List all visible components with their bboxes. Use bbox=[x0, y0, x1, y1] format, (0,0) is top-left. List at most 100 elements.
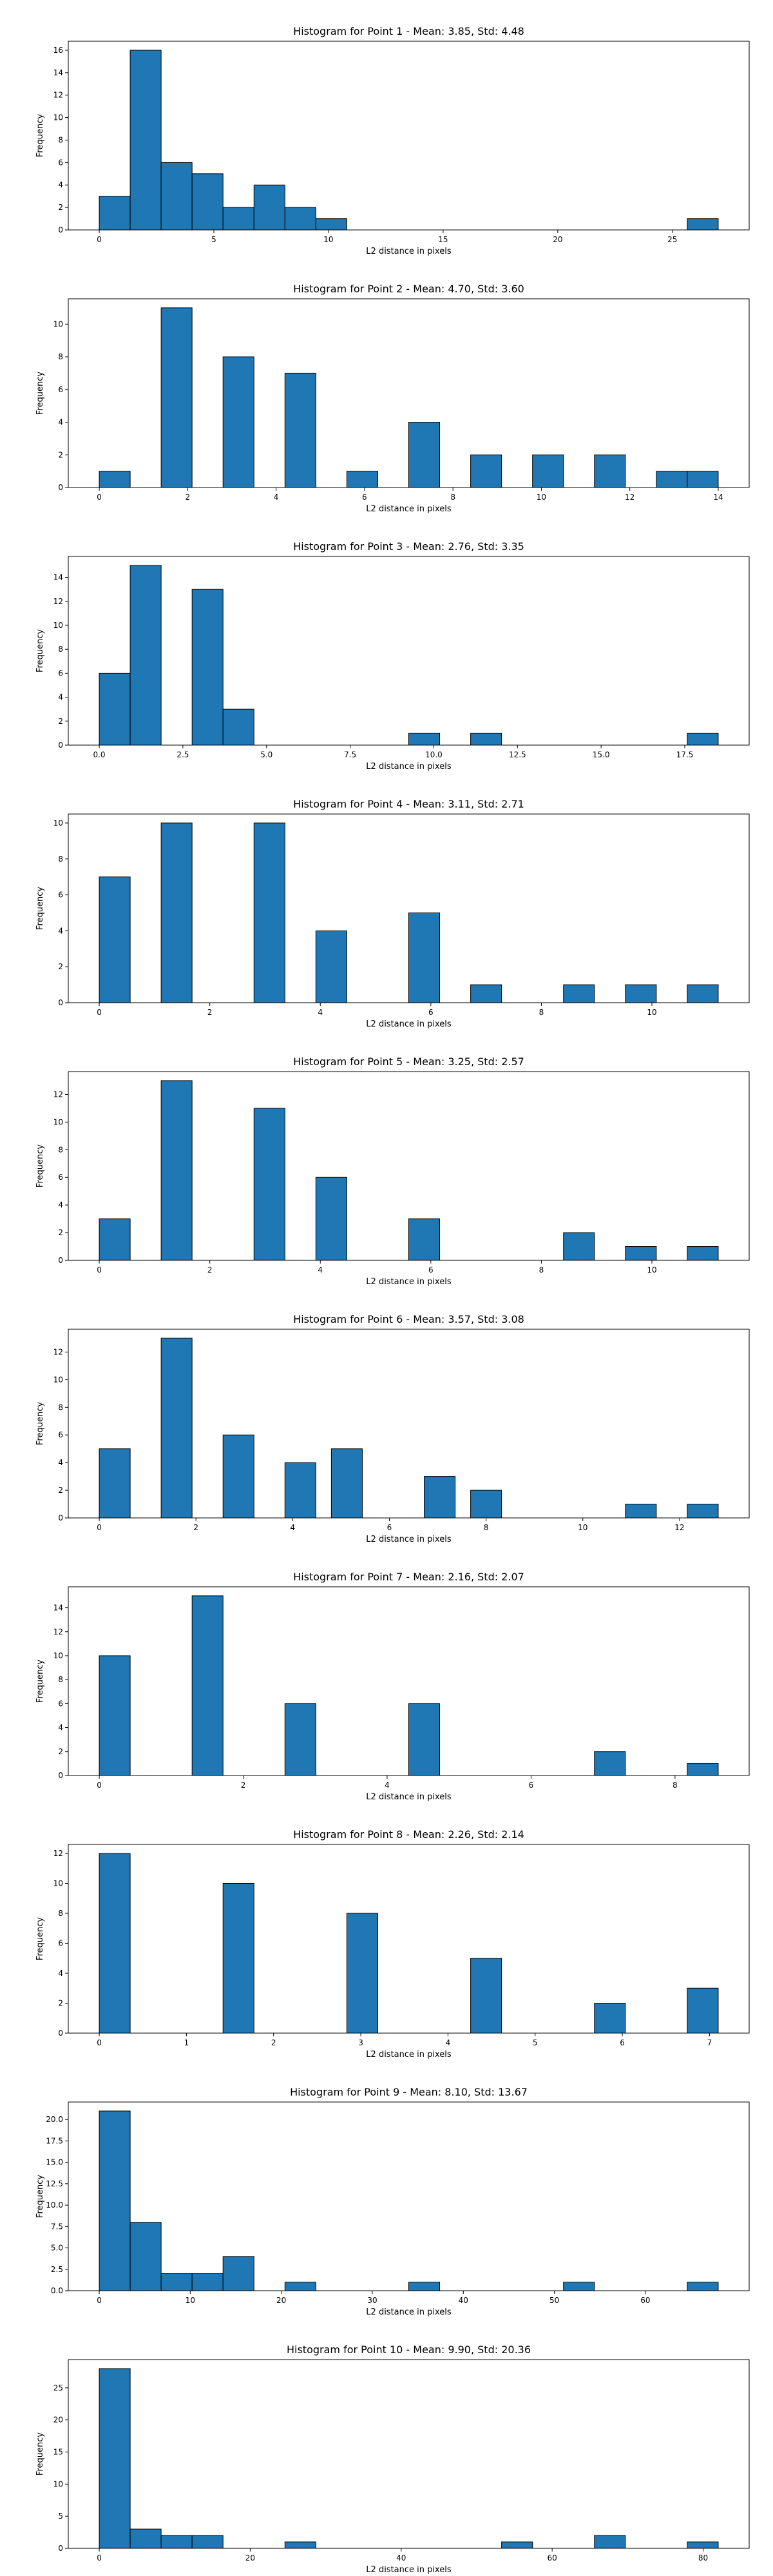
x-tick-label: 4 bbox=[274, 493, 279, 502]
histogram-bar bbox=[160, 822, 193, 1003]
y-axis-label: Frequency bbox=[35, 114, 45, 157]
x-tick-label: 50 bbox=[549, 2296, 559, 2305]
y-tick-label: 6 bbox=[58, 1699, 63, 1708]
histogram-bar bbox=[99, 2368, 131, 2549]
x-tick-label: 10 bbox=[647, 1008, 656, 1017]
x-tick-label: 40 bbox=[459, 2296, 468, 2305]
y-tick-label: 6 bbox=[58, 668, 63, 677]
y-tick-label: 8 bbox=[58, 1909, 63, 1918]
y-tick-label: 15 bbox=[53, 2448, 63, 2457]
x-tick-label: 2 bbox=[185, 493, 190, 502]
y-tick-label: 2.5 bbox=[51, 2265, 63, 2274]
histogram-panel-2: Histogram for Point 2 - Mean: 4.70, Std:… bbox=[35, 283, 750, 514]
axes-frame bbox=[68, 2359, 750, 2549]
histogram-bar bbox=[160, 307, 193, 488]
histogram-bar bbox=[222, 356, 254, 488]
x-tick-label: 10 bbox=[647, 1265, 656, 1274]
y-tick-label: 2 bbox=[58, 962, 63, 971]
histogram-bar bbox=[687, 2282, 719, 2291]
axes-frame bbox=[68, 556, 750, 746]
y-tick-label: 8 bbox=[58, 135, 63, 144]
histogram-bar bbox=[284, 372, 316, 488]
histogram-bar bbox=[222, 2256, 254, 2291]
histogram-bar bbox=[315, 1177, 347, 1261]
histogram-bar bbox=[594, 1751, 626, 1776]
y-tick-label: 4 bbox=[58, 1723, 63, 1732]
axes-frame bbox=[68, 298, 750, 488]
y-tick-label: 0 bbox=[58, 998, 63, 1007]
chart-title: Histogram for Point 5 - Mean: 3.25, Std:… bbox=[293, 1056, 524, 1068]
histogram-bar bbox=[99, 1853, 131, 2034]
y-tick-label: 14 bbox=[53, 573, 63, 582]
histogram-bar bbox=[253, 822, 285, 1003]
histogram-panel-8: Histogram for Point 8 - Mean: 2.26, Std:… bbox=[35, 1828, 750, 2060]
histogram-bar bbox=[563, 984, 595, 1003]
histogram-bar bbox=[284, 2541, 316, 2549]
axes-frame bbox=[68, 2101, 750, 2291]
y-tick-label: 10 bbox=[53, 819, 63, 828]
y-tick-label: 0 bbox=[58, 2544, 63, 2553]
y-tick-label: 0 bbox=[58, 2029, 63, 2038]
y-tick-label: 0 bbox=[58, 483, 63, 492]
x-tick-label: 14 bbox=[713, 493, 723, 502]
y-axis-label: Frequency bbox=[35, 372, 45, 415]
x-tick-label: 2 bbox=[193, 1523, 198, 1532]
histogram-bar bbox=[532, 454, 564, 488]
histogram-bar bbox=[408, 2282, 441, 2291]
y-tick-label: 0 bbox=[58, 225, 63, 234]
x-tick-label: 15 bbox=[438, 235, 448, 244]
y-tick-label: 15.0 bbox=[46, 2158, 63, 2167]
x-tick-label: 8 bbox=[484, 1523, 489, 1532]
y-tick-label: 8 bbox=[58, 1145, 63, 1154]
y-tick-label: 8 bbox=[58, 855, 63, 864]
histogram-bar bbox=[284, 207, 316, 231]
histogram-panel-6: Histogram for Point 6 - Mean: 3.57, Std:… bbox=[35, 1313, 750, 1544]
histogram-bar bbox=[99, 1448, 131, 1519]
histogram-panel-7: Histogram for Point 7 - Mean: 2.16, Std:… bbox=[35, 1571, 750, 1802]
y-tick-label: 10 bbox=[53, 2479, 63, 2488]
histogram-bar bbox=[253, 184, 285, 231]
y-tick-label: 0 bbox=[58, 1513, 63, 1522]
y-tick-label: 20 bbox=[53, 2416, 63, 2425]
y-tick-label: 10 bbox=[53, 113, 63, 122]
x-tick-label: 20 bbox=[276, 2296, 286, 2305]
axes-frame bbox=[68, 1071, 750, 1261]
histogram-bar bbox=[284, 2282, 316, 2291]
histogram-bar bbox=[160, 2273, 193, 2291]
x-tick-label: 3 bbox=[358, 2038, 363, 2047]
y-tick-label: 2 bbox=[58, 1747, 63, 1756]
histogram-bar bbox=[687, 1246, 719, 1261]
y-tick-label: 10 bbox=[53, 1375, 63, 1384]
x-tick-label: 6 bbox=[529, 1781, 534, 1790]
histogram-bar bbox=[222, 1434, 254, 1519]
histogram-bar bbox=[99, 1655, 131, 1776]
histogram-bar bbox=[408, 1218, 441, 1261]
y-tick-label: 4 bbox=[58, 693, 63, 702]
x-tick-label: 0 bbox=[97, 1265, 102, 1274]
y-tick-label: 4 bbox=[58, 1458, 63, 1467]
chart-title: Histogram for Point 7 - Mean: 2.16, Std:… bbox=[293, 1571, 524, 1583]
y-tick-label: 10 bbox=[53, 319, 63, 328]
histogram-bar bbox=[99, 471, 131, 488]
x-tick-label: 40 bbox=[396, 2553, 406, 2562]
x-tick-label: 12 bbox=[625, 493, 635, 502]
y-tick-label: 12 bbox=[53, 1627, 63, 1636]
x-axis-label: L2 distance in pixels bbox=[366, 2050, 452, 2060]
histogram-bar bbox=[315, 930, 347, 1003]
histogram-bar bbox=[129, 2528, 162, 2549]
histogram-bar bbox=[160, 1338, 193, 1519]
histogram-bar bbox=[191, 2273, 224, 2291]
histogram-bar bbox=[470, 1958, 502, 2034]
y-tick-label: 6 bbox=[58, 1173, 63, 1182]
x-tick-label: 12 bbox=[674, 1523, 684, 1532]
x-tick-label: 20 bbox=[553, 235, 562, 244]
x-tick-label: 4 bbox=[446, 2038, 451, 2047]
x-axis-label: L2 distance in pixels bbox=[366, 1792, 452, 1802]
x-tick-label: 2 bbox=[207, 1265, 213, 1274]
x-tick-label: 5.0 bbox=[260, 750, 272, 759]
y-tick-label: 10 bbox=[53, 1117, 63, 1126]
axes-frame bbox=[68, 1586, 750, 1776]
histogram-bar bbox=[346, 1913, 378, 2034]
histogram-bar bbox=[330, 1448, 363, 1519]
